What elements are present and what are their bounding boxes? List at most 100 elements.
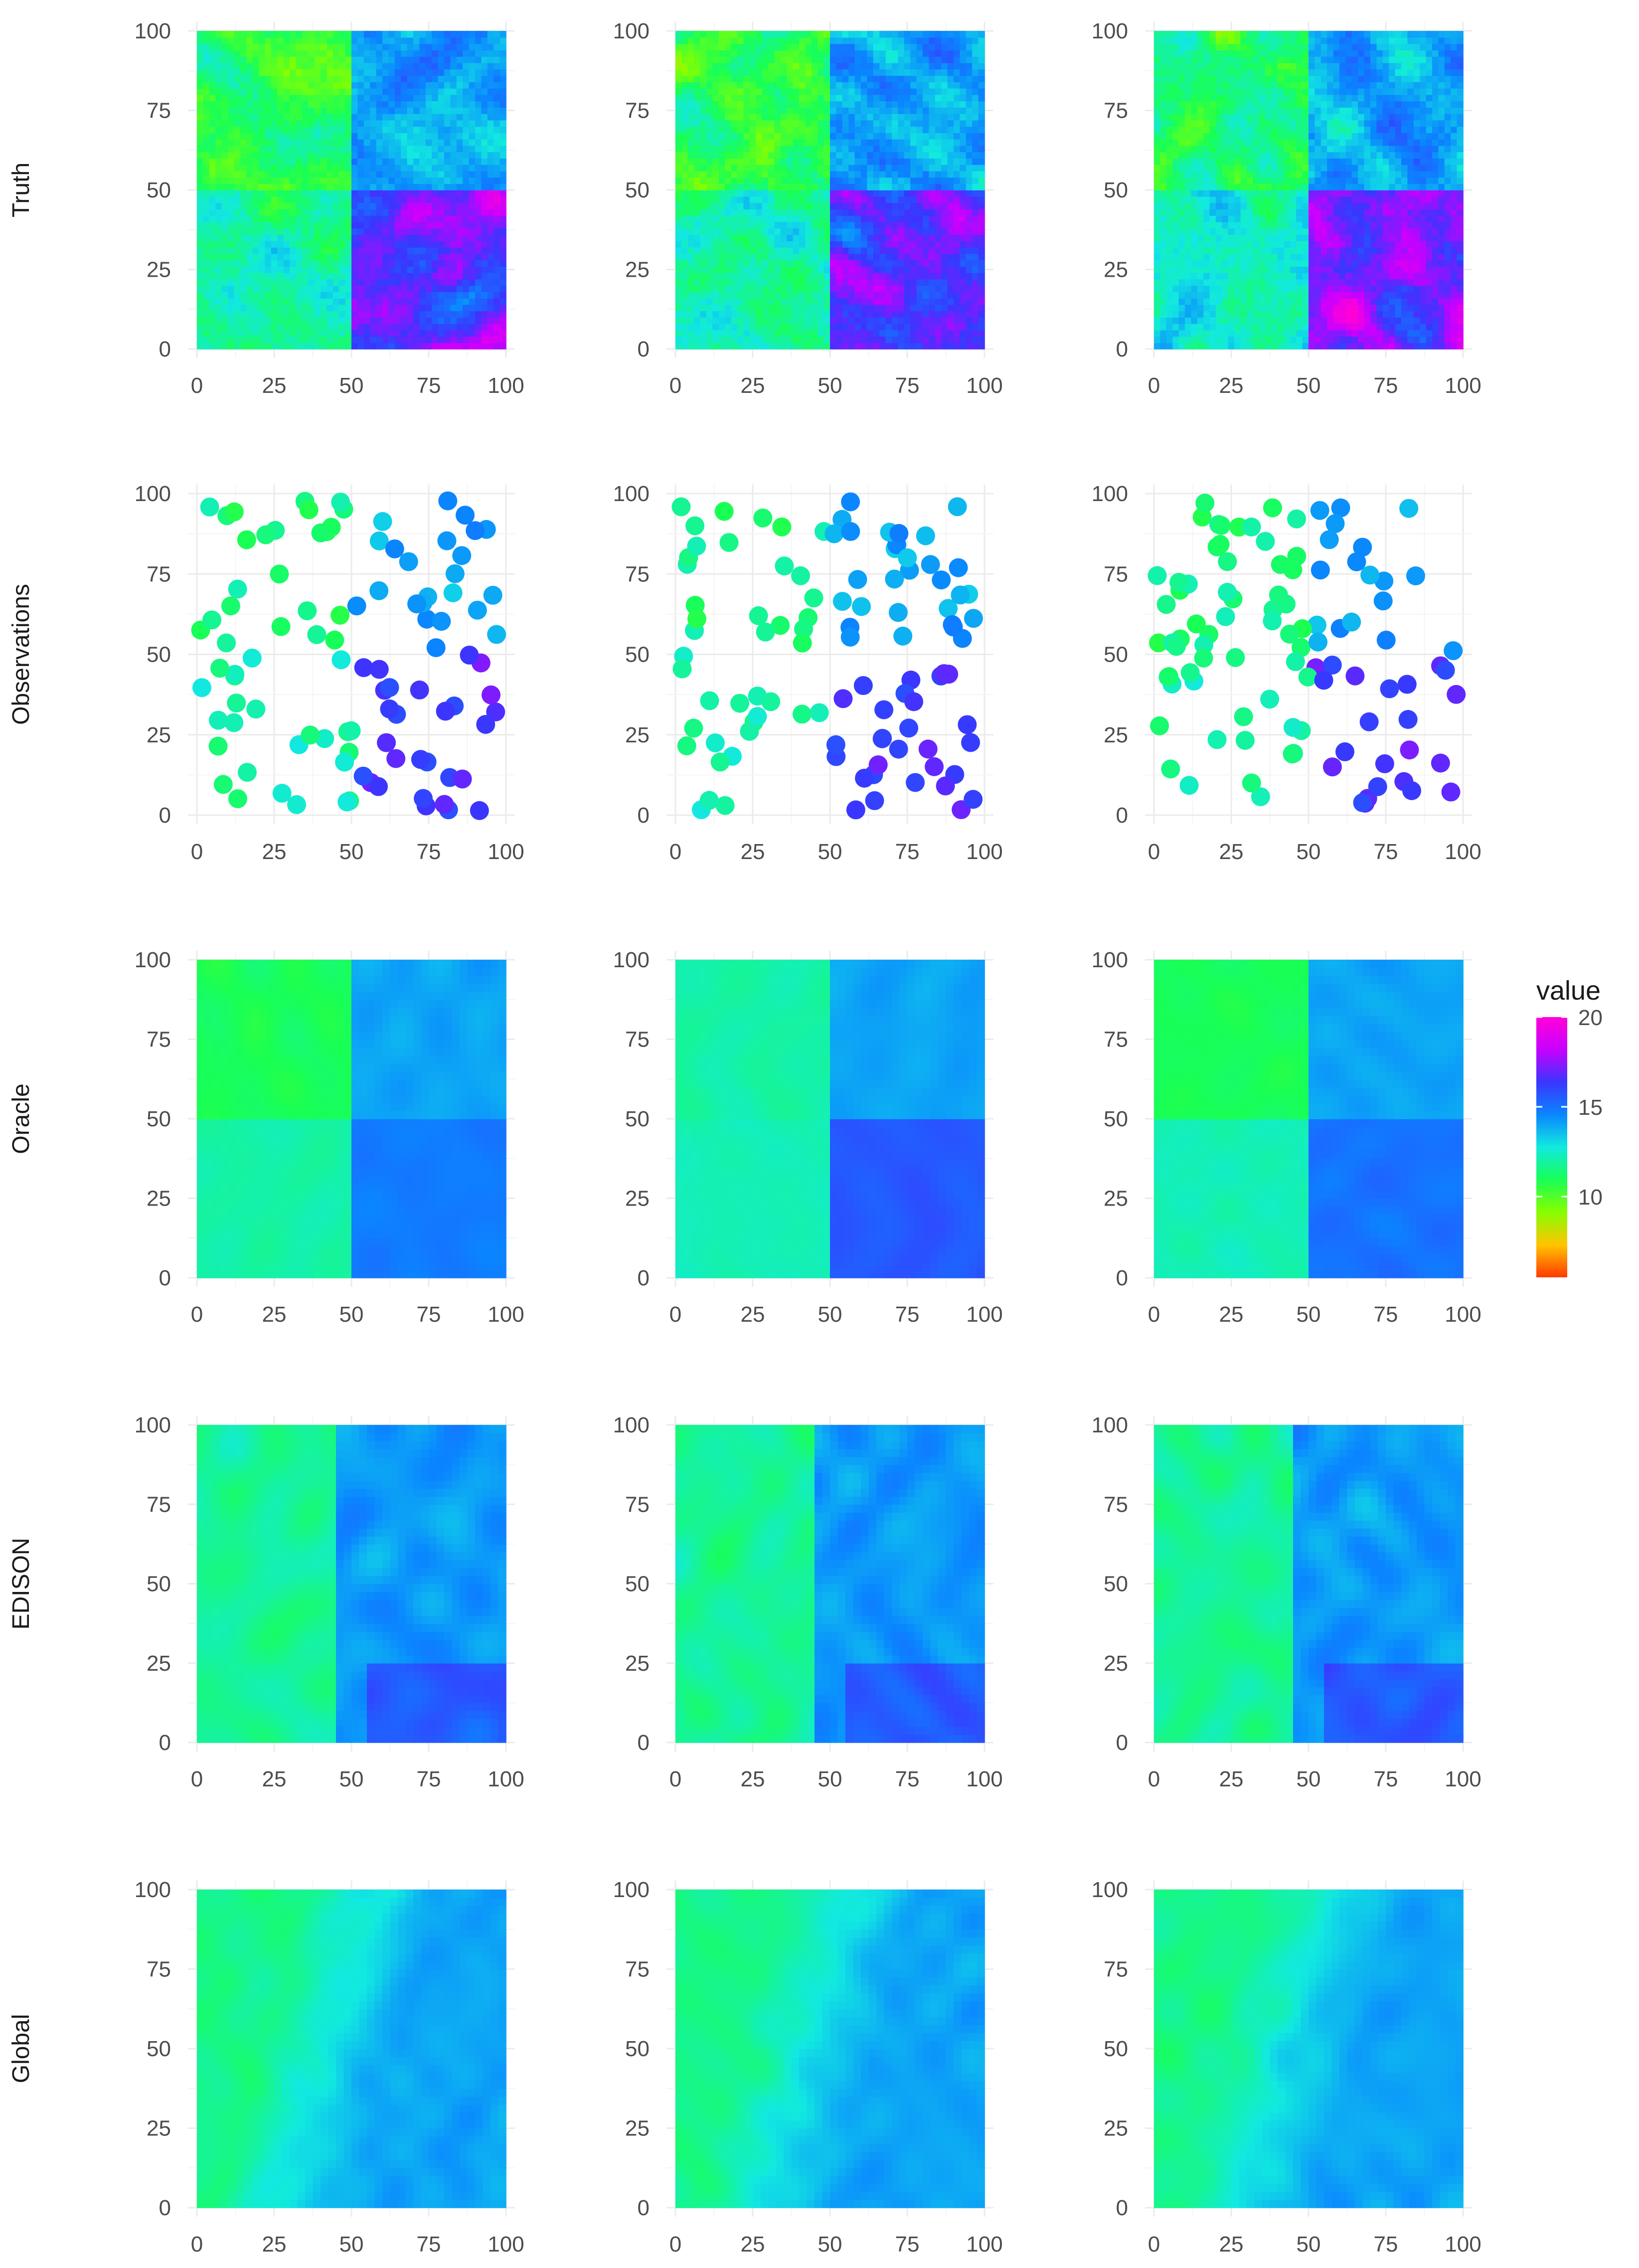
heatmap-cell bbox=[339, 165, 345, 172]
heatmap-cell bbox=[215, 222, 222, 229]
heatmap-cell bbox=[388, 215, 395, 222]
heatmap-cell bbox=[197, 69, 203, 76]
heatmap-cell bbox=[308, 311, 315, 318]
heatmap-cell bbox=[290, 50, 296, 57]
heatmap-cell bbox=[284, 82, 290, 89]
heatmap-cell bbox=[246, 69, 253, 76]
heatmap-cell bbox=[426, 196, 432, 203]
heatmap-cell bbox=[364, 222, 370, 229]
heatmap-cell bbox=[296, 126, 302, 133]
heatmap-cell bbox=[426, 114, 432, 121]
heatmap-cell bbox=[321, 266, 327, 273]
heatmap-cell bbox=[401, 82, 407, 89]
heatmap-cell bbox=[234, 114, 240, 121]
heatmap-cell bbox=[234, 241, 240, 248]
heatmap-cell bbox=[240, 177, 247, 184]
heatmap-cell bbox=[376, 95, 383, 102]
heatmap-cell bbox=[308, 31, 315, 38]
heatmap-cell bbox=[333, 126, 339, 133]
heatmap-cell bbox=[339, 120, 345, 127]
heatmap-cell bbox=[426, 247, 432, 254]
heatmap-cell bbox=[234, 209, 240, 216]
heatmap-cell bbox=[407, 298, 414, 305]
heatmap-cell bbox=[197, 75, 203, 82]
heatmap-cell bbox=[253, 114, 259, 121]
heatmap-cell bbox=[209, 260, 216, 267]
heatmap-cell bbox=[432, 298, 438, 305]
heatmap-cell bbox=[284, 222, 290, 229]
heatmap-cell bbox=[209, 336, 216, 343]
heatmap-cell bbox=[407, 330, 414, 337]
heatmap-cell bbox=[234, 330, 240, 337]
heatmap-cell bbox=[240, 107, 247, 114]
heatmap-cell bbox=[364, 292, 370, 299]
heatmap-cell bbox=[271, 317, 278, 324]
heatmap-cell bbox=[364, 215, 370, 222]
heatmap-cell bbox=[432, 228, 438, 235]
heatmap-cell bbox=[222, 234, 228, 241]
heatmap-cell bbox=[413, 101, 420, 108]
heatmap-cell bbox=[234, 165, 240, 172]
heatmap-cell bbox=[284, 228, 290, 235]
heatmap-cell bbox=[357, 222, 364, 229]
heatmap-cell bbox=[370, 37, 376, 44]
heatmap-cell bbox=[407, 234, 414, 241]
heatmap-cell bbox=[401, 190, 407, 197]
heatmap-cell bbox=[246, 56, 253, 63]
heatmap-cell bbox=[203, 31, 209, 38]
heatmap-cell bbox=[333, 343, 339, 349]
heatmap-cell bbox=[228, 260, 234, 267]
heatmap-cell bbox=[339, 82, 345, 89]
heatmap-cell bbox=[339, 203, 345, 210]
heatmap-cell bbox=[203, 158, 209, 165]
heatmap-cell bbox=[265, 146, 271, 153]
heatmap-cell bbox=[351, 330, 358, 337]
heatmap-cell bbox=[240, 152, 247, 159]
heatmap-cell bbox=[228, 266, 234, 273]
heatmap-cell bbox=[376, 50, 383, 57]
heatmap-cell bbox=[382, 247, 389, 254]
heatmap-cell bbox=[265, 317, 271, 324]
heatmap-cell bbox=[370, 266, 376, 273]
heatmap-cell bbox=[234, 317, 240, 324]
heatmap-cell bbox=[401, 31, 407, 38]
heatmap-cell bbox=[407, 44, 414, 51]
heatmap-cell bbox=[277, 241, 284, 248]
heatmap-cell bbox=[345, 44, 352, 51]
heatmap-cell bbox=[228, 336, 234, 343]
heatmap-cell bbox=[271, 247, 278, 254]
heatmap-cell bbox=[432, 305, 438, 312]
heatmap-cell bbox=[419, 305, 426, 312]
heatmap-cell bbox=[388, 209, 395, 216]
heatmap-cell bbox=[296, 228, 302, 235]
heatmap-cell bbox=[315, 203, 321, 210]
heatmap-cell bbox=[296, 37, 302, 44]
heatmap-cell bbox=[351, 260, 358, 267]
heatmap-cell bbox=[370, 317, 376, 324]
heatmap-cell bbox=[370, 101, 376, 108]
heatmap-cell bbox=[315, 152, 321, 159]
heatmap-cell bbox=[321, 69, 327, 76]
heatmap-cell bbox=[382, 215, 389, 222]
heatmap-cell bbox=[321, 120, 327, 127]
heatmap-cell bbox=[234, 336, 240, 343]
heatmap-cell bbox=[271, 133, 278, 140]
heatmap-cell bbox=[388, 273, 395, 280]
heatmap-cell bbox=[203, 171, 209, 178]
heatmap-cell bbox=[345, 82, 352, 89]
heatmap-cell bbox=[401, 311, 407, 318]
heatmap-cell bbox=[351, 133, 358, 140]
heatmap-cell bbox=[265, 260, 271, 267]
heatmap-cell bbox=[265, 266, 271, 273]
heatmap-cell bbox=[215, 56, 222, 63]
heatmap-cell bbox=[382, 234, 389, 241]
heatmap-cell bbox=[302, 234, 309, 241]
heatmap-cell bbox=[203, 101, 209, 108]
heatmap-cell bbox=[357, 292, 364, 299]
heatmap-cell bbox=[315, 146, 321, 153]
heatmap-cell bbox=[382, 88, 389, 95]
heatmap-cell bbox=[290, 330, 296, 337]
heatmap-cell bbox=[401, 317, 407, 324]
heatmap-cell bbox=[432, 311, 438, 318]
heatmap-cell bbox=[271, 50, 278, 57]
